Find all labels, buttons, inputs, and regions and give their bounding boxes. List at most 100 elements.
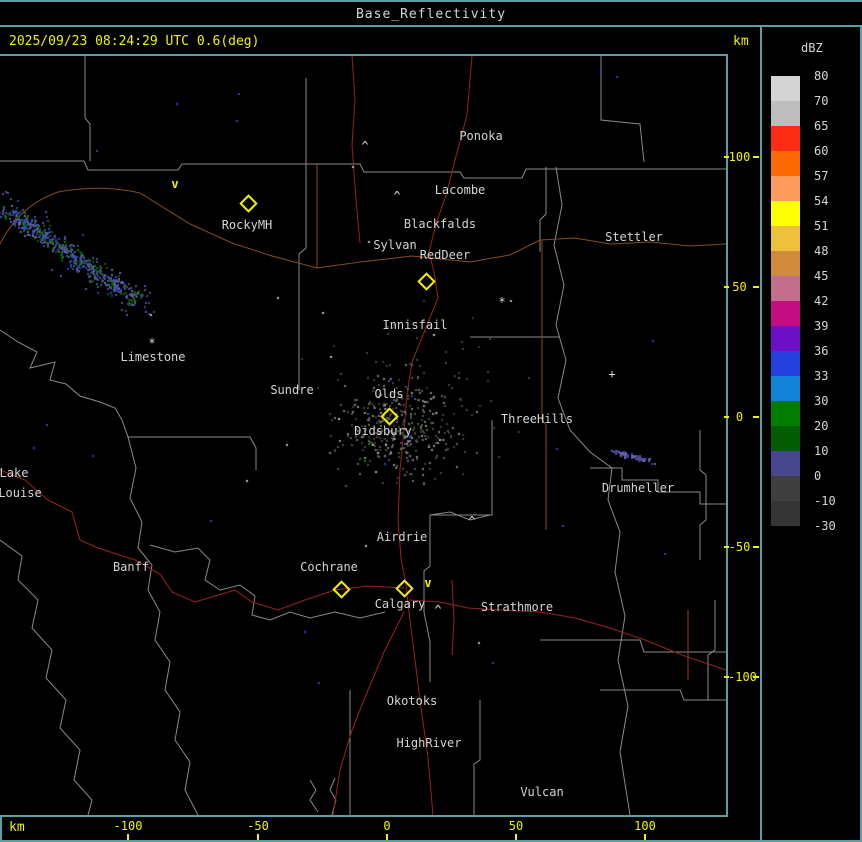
y-tick-mark	[753, 416, 759, 418]
legend-swatch-42	[771, 301, 800, 326]
legend-swatch-30	[771, 401, 800, 426]
point-symbol: ^	[361, 139, 369, 153]
legend-swatch-48	[771, 251, 800, 276]
station-diamond-marker	[332, 580, 351, 599]
legend-value-70: 70	[814, 94, 829, 108]
legend-swatch-33	[771, 376, 800, 401]
point-symbol: +	[608, 367, 616, 381]
point-symbol: ^	[468, 514, 476, 528]
station-diamond-marker	[239, 194, 258, 213]
legend-value-42: 42	[814, 294, 829, 308]
legend-swatch-54	[771, 201, 800, 226]
city-label-olds: Olds	[374, 387, 404, 401]
y-tick-0: 0	[735, 410, 744, 424]
y-tick-mark	[724, 546, 729, 548]
y-tick-mark	[753, 156, 759, 158]
reflectivity-echoes	[0, 56, 726, 815]
point-symbol: *	[498, 295, 506, 309]
y-tick-mark	[753, 676, 759, 678]
map-overlays: Ponoka Lacombe Blackfalds Sylvan RedDeer Stet…	[0, 56, 726, 815]
y-tick-mark	[724, 286, 729, 288]
city-label-louise: Louise	[0, 486, 42, 500]
legend-swatch-39	[771, 326, 800, 351]
y-axis: 100 50 0 -50 -100	[724, 56, 760, 815]
y-tick-50: 50	[732, 280, 747, 294]
x-tick-mark	[386, 834, 388, 840]
city-label-highriver: HighRiver	[396, 736, 462, 750]
point-symbol: ^	[393, 189, 401, 203]
legend-value-60: 60	[814, 144, 829, 158]
legend-value-48: 48	[814, 244, 829, 258]
legend-swatch-20	[771, 426, 800, 451]
window-border-bottom	[0, 840, 862, 842]
product-title: Base_Reflectivity	[355, 7, 507, 22]
city-label-airdrie: Airdrie	[376, 530, 428, 544]
city-label-calgary: Calgary	[374, 597, 426, 611]
legend-value-36: 36	[814, 344, 829, 358]
x-axis-unit-label: km	[9, 820, 25, 835]
city-label-vulcan: Vulcan	[520, 785, 564, 799]
legend-value-33: 33	[814, 369, 829, 383]
y-tick-mark	[753, 286, 759, 288]
city-label-innisfail: Innisfail	[382, 318, 448, 332]
city-label-stettler: Stettler	[605, 230, 663, 244]
y-tick-mark	[753, 546, 759, 548]
legend-value-45: 45	[814, 269, 829, 283]
legend-value-0: 0	[814, 469, 822, 483]
x-tick-0: 0	[383, 819, 391, 833]
scan-timestamp: 2025/09/23 08:24:29 UTC 0.6(deg)	[9, 34, 260, 49]
radar-map-area[interactable]: Ponoka Lacombe Blackfalds Sylvan RedDeer Stet…	[0, 56, 726, 815]
city-label-drumheller: Drumheller	[601, 481, 675, 495]
radar-plot-box: Ponoka Lacombe Blackfalds Sylvan RedDeer Stet…	[0, 54, 728, 817]
y-tick-mark	[724, 416, 729, 418]
city-label-ponoka: Ponoka	[459, 129, 503, 143]
city-label-lake: Lake	[0, 466, 29, 480]
y-tick-mark	[724, 156, 729, 158]
legend-value--10: -10	[814, 494, 836, 508]
city-label-sylvan: Sylvan	[373, 238, 417, 252]
x-tick--50: -50	[247, 819, 269, 833]
city-label-sundre: Sundre	[270, 383, 314, 397]
city-label-reddeer: RedDeer	[419, 248, 471, 262]
info-bar: 2025/09/23 08:24:29 UTC 0.6(deg) km	[0, 27, 760, 54]
y-axis-unit-label: km	[733, 34, 749, 49]
station-diamond-marker	[417, 272, 436, 291]
x-tick--100: -100	[113, 819, 143, 833]
legend-divider	[760, 27, 762, 842]
legend-value-80: 80	[814, 69, 829, 83]
x-tick-50: 50	[508, 819, 524, 833]
city-label-threehills: ThreeHills	[500, 412, 574, 426]
city-label-limestone: Limestone	[120, 350, 186, 364]
city-label-okotoks: Okotoks	[386, 694, 438, 708]
y-tick-100: 100	[728, 150, 751, 164]
x-tick-mark	[644, 834, 646, 840]
y-tick--50: -50	[728, 540, 751, 554]
x-tick-mark	[127, 834, 129, 840]
city-label-lacombe: Lacombe	[434, 183, 486, 197]
legend-swatch-45	[771, 276, 800, 301]
station-diamond-marker	[395, 579, 414, 598]
legend-value-65: 65	[814, 119, 829, 133]
x-tick-100: 100	[634, 819, 656, 833]
legend-swatch-80	[771, 76, 800, 101]
legend-value-20: 20	[814, 419, 829, 433]
x-tick-mark	[257, 834, 259, 840]
y-tick-mark	[724, 676, 729, 678]
legend-unit-label: dBZ	[801, 41, 823, 55]
city-label-rockymh: RockyMH	[221, 218, 273, 232]
x-axis: km -100 -50 0 50 100	[0, 817, 760, 840]
checkmark-symbol: v	[171, 177, 179, 191]
station-diamond-marker	[380, 407, 399, 426]
legend-swatch-57	[771, 176, 800, 201]
x-tick-mark	[515, 834, 517, 840]
window-border-right	[860, 0, 862, 842]
city-label-didsbury: Didsbury	[354, 424, 412, 438]
city-label-strathmore: Strathmore	[480, 600, 554, 614]
y-tick--100: -100	[728, 670, 757, 684]
city-label-blackfalds: Blackfalds	[403, 217, 477, 231]
legend-swatch--10	[771, 501, 800, 526]
point-symbol: *	[148, 336, 156, 350]
legend-value-54: 54	[814, 194, 829, 208]
legend-value-39: 39	[814, 319, 829, 333]
